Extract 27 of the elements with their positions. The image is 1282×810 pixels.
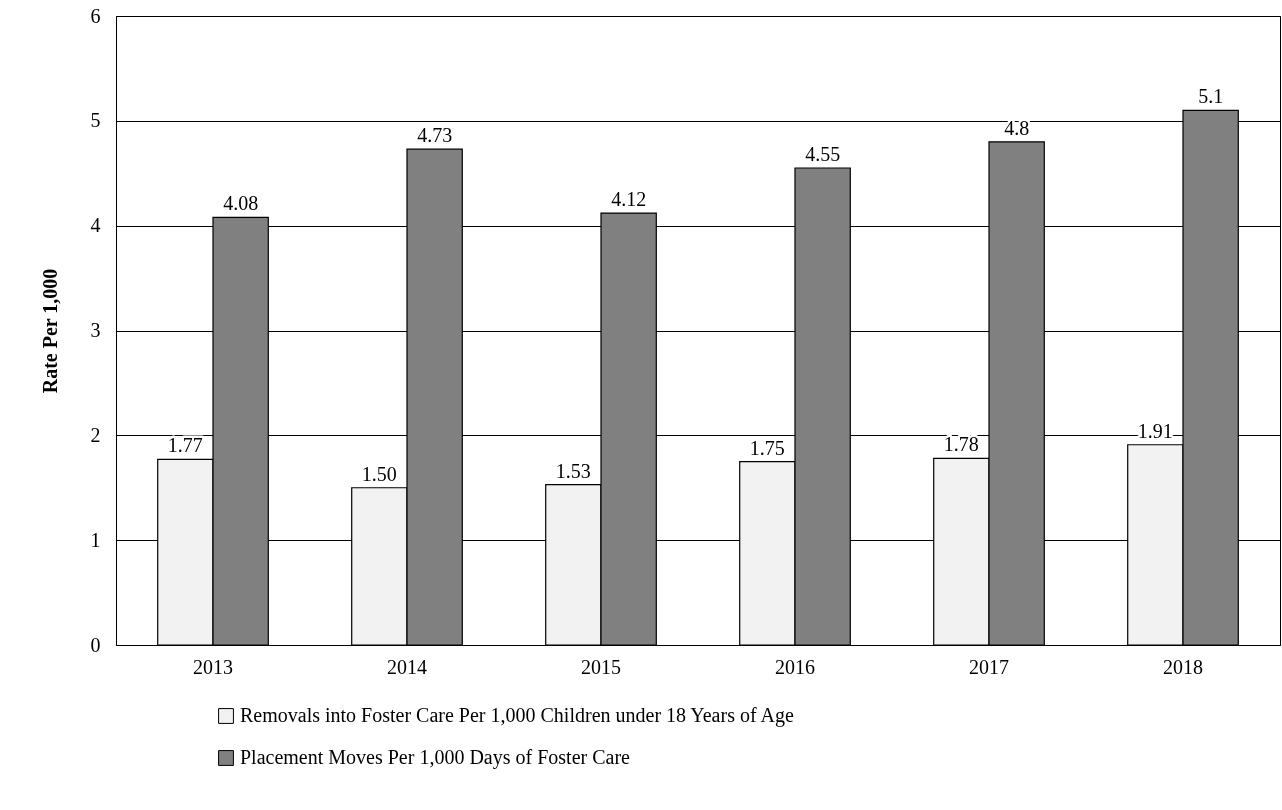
legend-label: Placement Moves Per 1,000 Days of Foster Care [240,746,631,769]
data-label: 4.55 [805,143,841,166]
data-label: 4.8 [1004,116,1030,139]
y-tick-label: 2 [90,423,101,446]
y-axis-title: Rate Per 1,000 [38,268,61,394]
x-tick-label: 2015 [581,655,621,678]
y-tick-label: 5 [90,109,101,132]
data-label: 1.78 [943,433,979,456]
data-label: 4.12 [611,188,647,211]
y-tick-label: 6 [90,4,101,27]
y-tick-label: 3 [90,319,101,341]
x-tick-label: 2018 [1163,655,1203,678]
x-tick-label: 2016 [775,655,815,678]
data-label: 1.50 [361,462,397,485]
data-label: 1.77 [167,434,203,457]
x-tick-label: 2017 [969,655,1009,678]
data-label: 1.53 [555,459,591,482]
data-label: 4.08 [223,192,259,215]
data-label: 4.73 [417,124,453,147]
legend-label: Removals into Foster Care Per 1,000 Children under 18 Years of Age [240,704,794,727]
y-tick-label: 0 [90,633,101,656]
y-tick-label: 1 [90,528,101,551]
x-tick-label: 2013 [193,655,233,678]
y-tick-label: 4 [90,214,101,237]
data-label: 5.1 [1198,85,1224,108]
data-label: 1.75 [749,436,785,459]
x-tick-label: 2014 [387,655,427,678]
